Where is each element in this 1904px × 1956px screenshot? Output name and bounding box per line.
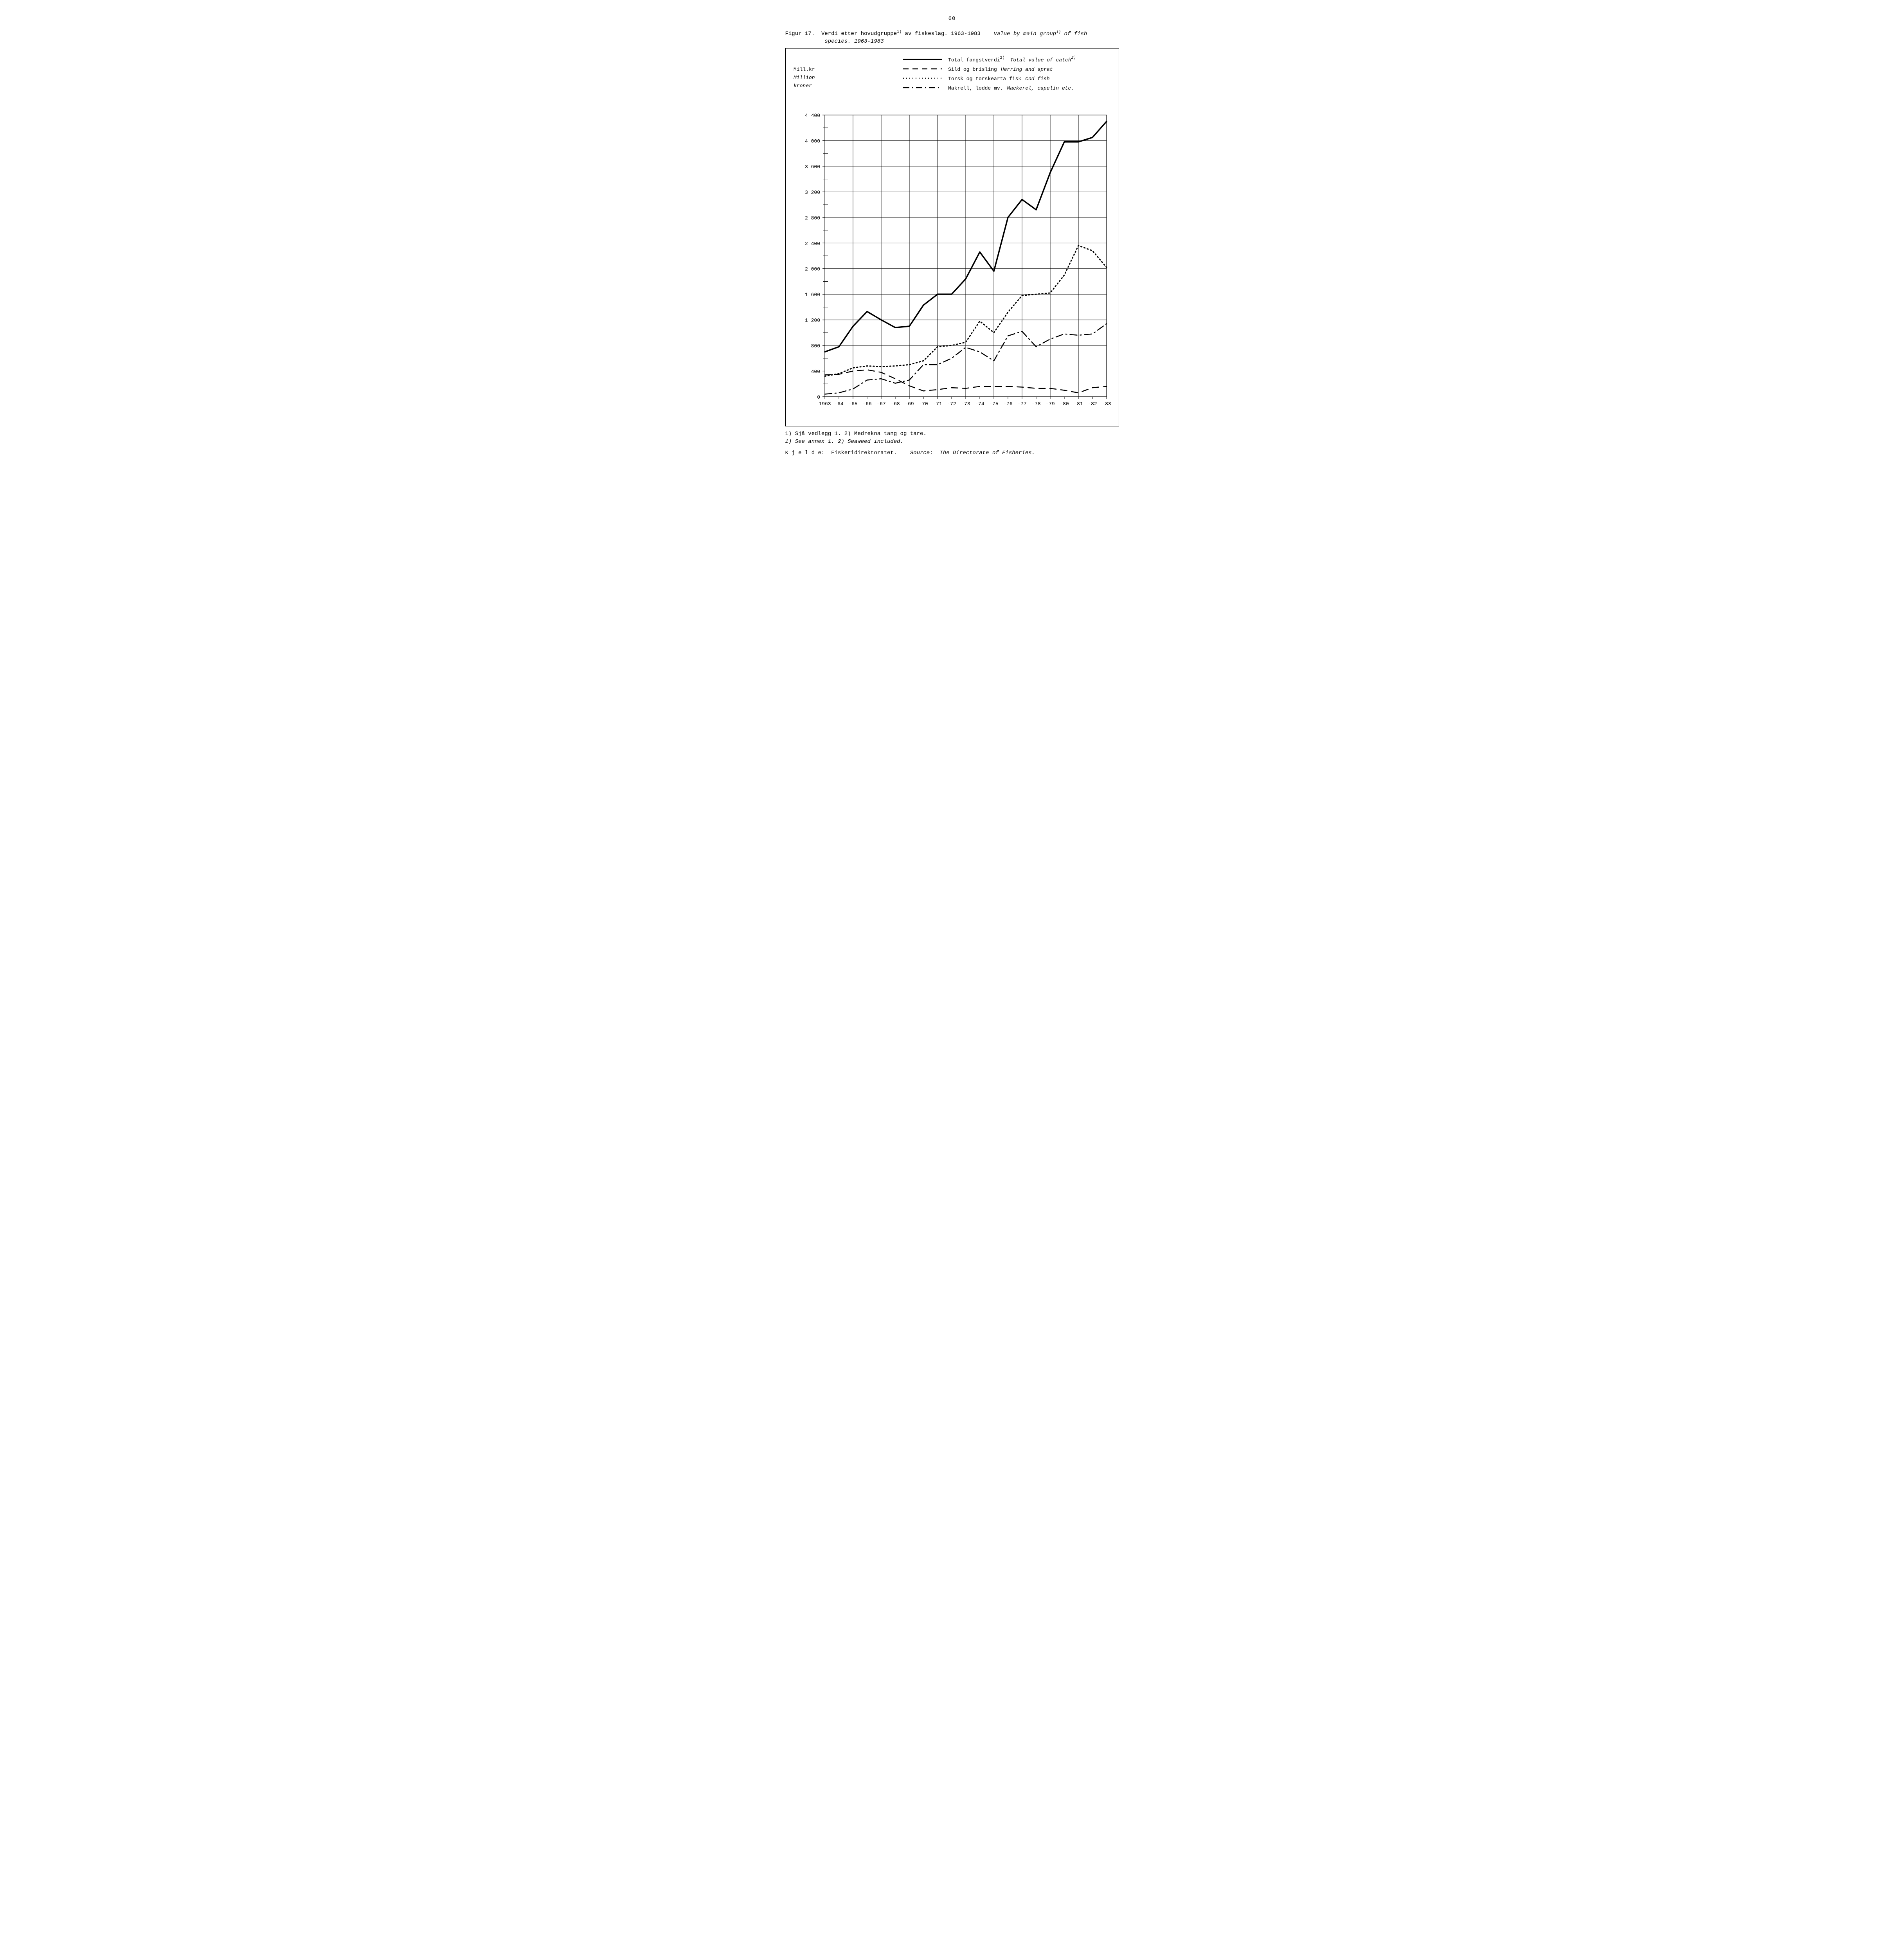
svg-text:-71: -71 [933,401,942,407]
svg-text:Torsk og torskearta fisk: Torsk og torskearta fisk [948,76,1021,82]
svg-text:kroner: kroner [794,83,812,89]
source-label: K j e l d e: [785,450,825,456]
caption-en-1: Value by main group [993,31,1056,37]
svg-text:-67: -67 [876,401,885,407]
svg-text:Makrell, lodde mv.: Makrell, lodde mv. [948,85,1003,91]
svg-text:Mill.kr: Mill.kr [794,67,815,72]
svg-text:4 000: 4 000 [804,138,820,144]
svg-text:1 600: 1 600 [804,292,820,298]
svg-text:-74: -74 [975,401,984,407]
svg-text:-76: -76 [1003,401,1012,407]
svg-text:-69: -69 [905,401,914,407]
svg-text:2): 2) [1000,56,1004,60]
svg-text:-77: -77 [1017,401,1026,407]
caption-en-line2: species. 1963-1983 [824,38,884,45]
caption-sup1: 1) [897,30,902,34]
svg-text:Total fangstverdi: Total fangstverdi [948,57,1000,63]
svg-text:-83: -83 [1102,401,1111,407]
page-number: 60 [785,16,1119,22]
source-en: The Directorate of Fisheries. [939,450,1035,456]
source-no: Fiskeridirektoratet. [831,450,897,456]
svg-text:2 800: 2 800 [804,215,820,221]
line-chart: Total fangstverdi2)Total value of catch2… [786,49,1114,424]
svg-text:0: 0 [817,394,820,400]
svg-text:Total value of catch: Total value of catch [1010,57,1071,63]
svg-text:-65: -65 [848,401,857,407]
svg-text:-81: -81 [1074,401,1083,407]
svg-text:2 400: 2 400 [804,241,820,247]
svg-text:-68: -68 [891,401,900,407]
svg-text:-64: -64 [834,401,844,407]
svg-text:3 600: 3 600 [804,164,820,170]
svg-text:2): 2) [1071,56,1076,60]
svg-text:Herring and sprat: Herring and sprat [1001,67,1053,72]
svg-text:-79: -79 [1046,401,1055,407]
svg-text:-70: -70 [919,401,928,407]
svg-text:400: 400 [811,369,820,375]
caption-en-sup: 1) [1056,30,1061,34]
source-line: K j e l d e: Fiskeridirektoratet. Source… [785,450,1119,456]
svg-text:Cod fish: Cod fish [1025,76,1049,82]
svg-text:4 400: 4 400 [804,113,820,119]
svg-text:Sild og brisling: Sild og brisling [948,67,997,72]
page-container: 60 Figur 17. Verdi etter hovudgruppe1) a… [762,0,1143,487]
chart-frame: Total fangstverdi2)Total value of catch2… [785,48,1119,426]
footnote-no: 1) Sjå vedlegg 1. 2) Medrekna tang og ta… [785,430,1119,438]
footnotes: 1) Sjå vedlegg 1. 2) Medrekna tang og ta… [785,430,1119,446]
svg-text:1 200: 1 200 [804,318,820,324]
figure-caption: Figur 17. Verdi etter hovudgruppe1) av f… [785,30,1119,45]
caption-prefix: Figur 17. [785,31,815,37]
svg-text:-82: -82 [1088,401,1097,407]
svg-text:-80: -80 [1060,401,1069,407]
svg-text:-78: -78 [1031,401,1040,407]
svg-text:Million: Million [794,75,815,81]
svg-text:3 200: 3 200 [804,190,820,196]
svg-text:2 000: 2 000 [804,266,820,272]
svg-text:-72: -72 [947,401,956,407]
svg-text:800: 800 [811,343,820,349]
source-en-label: Source: [910,450,933,456]
caption-no-2: av fiskeslag. 1963-1983 [902,31,981,37]
svg-text:Mackerel, capelin etc.: Mackerel, capelin etc. [1007,85,1074,91]
caption-no-1: Verdi etter hovudgruppe [821,31,897,37]
footnote-en: 1) See annex 1. 2) Seaweed included. [785,438,1119,446]
caption-en-2: of fish [1061,31,1087,37]
svg-text:-73: -73 [961,401,970,407]
svg-text:1963: 1963 [819,401,831,407]
svg-text:-75: -75 [989,401,998,407]
svg-text:-66: -66 [862,401,871,407]
